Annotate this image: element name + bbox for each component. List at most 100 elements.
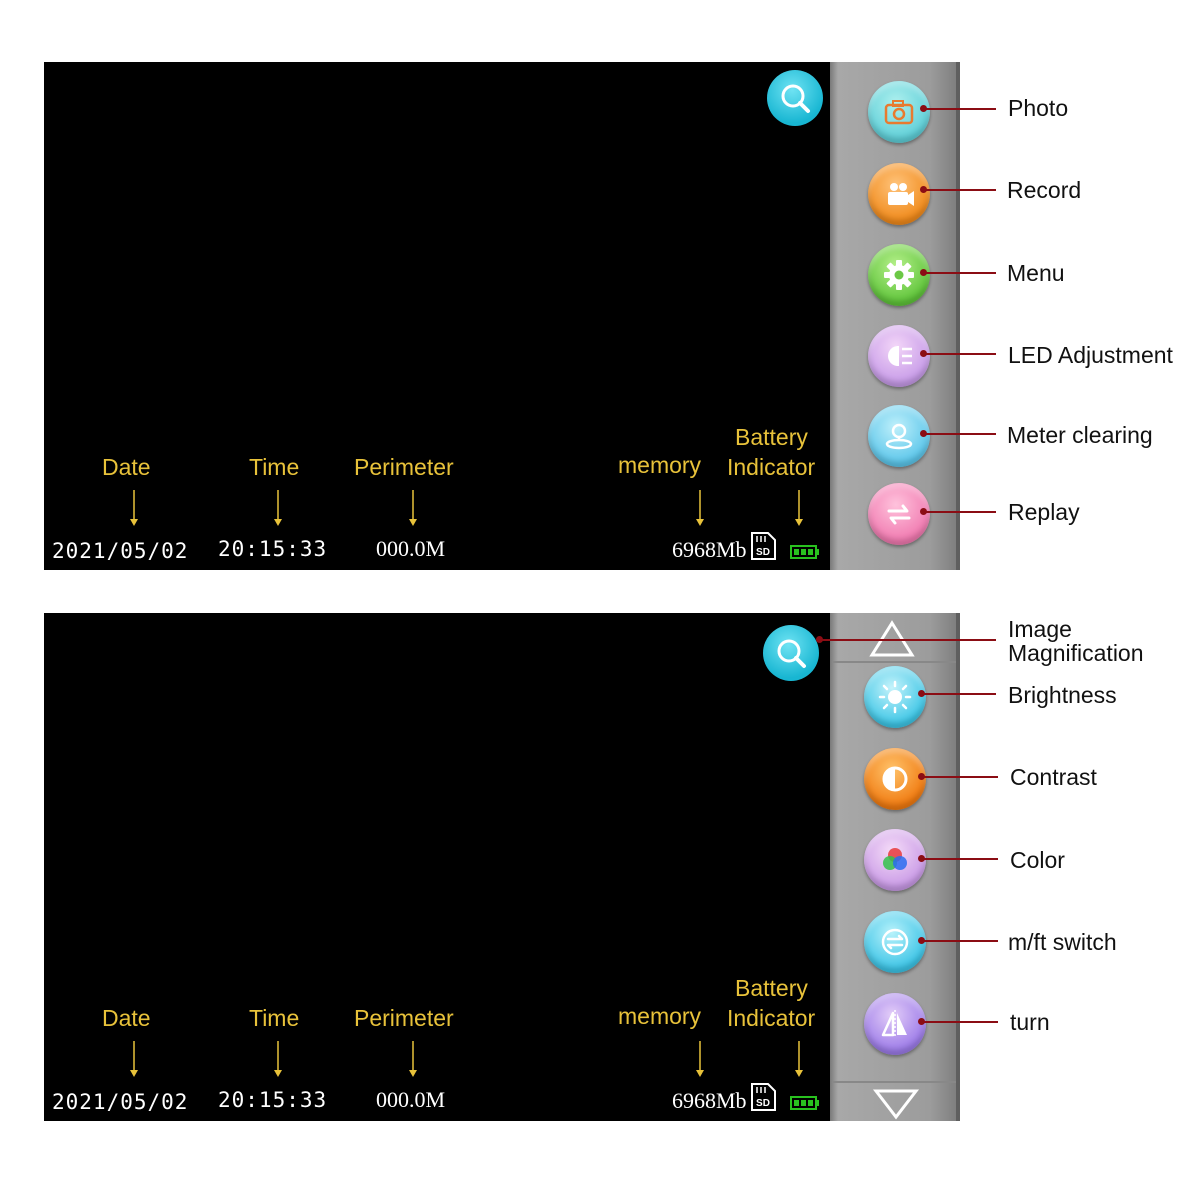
replay-arrows-icon — [887, 504, 911, 525]
unit-switch-icon — [881, 928, 909, 956]
callout-menu: Menu — [1007, 260, 1065, 286]
divider — [832, 661, 956, 663]
callout-dot — [920, 350, 927, 357]
osd-label-date: Date — [102, 454, 151, 480]
led-adjustment-button[interactable] — [868, 325, 930, 387]
meter-clearing-button[interactable] — [868, 405, 930, 467]
callout-line — [924, 433, 996, 435]
contrast-icon — [882, 766, 908, 792]
callout-meter-clearing: Meter clearing — [1007, 422, 1153, 448]
arrow-down-icon — [130, 1041, 138, 1077]
camera-icon — [884, 100, 914, 125]
callout-record: Record — [1007, 177, 1082, 203]
osd-label-indicator: Indicator — [727, 454, 816, 480]
osd-label-time: Time — [249, 1005, 300, 1031]
gear-icon — [884, 260, 914, 290]
arrow-down-icon — [409, 490, 417, 526]
status-time: 20:15:33 — [218, 1088, 328, 1112]
divider — [832, 1081, 956, 1083]
callout-dot — [920, 269, 927, 276]
screen-panel-main: Photo Record Menu LED Adjustment Meter c… — [0, 62, 1200, 572]
callout-led-adjustment: LED Adjustment — [1008, 342, 1173, 368]
osd-label-perimeter: Perimeter — [354, 454, 454, 480]
callout-line — [820, 639, 996, 641]
brightness-sun-icon — [878, 680, 912, 714]
menu-button[interactable] — [868, 244, 930, 306]
callout-contrast: Contrast — [1010, 764, 1097, 790]
status-memory: 6968Mb — [672, 537, 747, 562]
magnify-button[interactable] — [763, 625, 819, 681]
callout-brightness: Brightness — [1008, 682, 1117, 708]
callout-line — [924, 353, 996, 355]
sd-card-icon: SD — [751, 1083, 776, 1111]
sd-card-icon: SD — [751, 532, 776, 560]
osd-label-time: Time — [249, 454, 300, 480]
osd-label-battery: Battery — [735, 975, 808, 1001]
arrow-down-icon — [130, 490, 138, 526]
color-circles-icon — [883, 848, 907, 870]
unit-switch-button[interactable] — [864, 911, 926, 973]
meter-reset-icon — [885, 423, 913, 450]
status-perimeter: 000.0M — [376, 1087, 446, 1112]
callout-line — [922, 1021, 998, 1023]
replay-button[interactable] — [868, 483, 930, 545]
osd-label-date: Date — [102, 1005, 151, 1031]
callout-photo: Photo — [1008, 95, 1069, 121]
callout-line — [922, 940, 998, 942]
arrow-down-icon — [274, 1041, 282, 1077]
camera-view — [44, 613, 830, 1121]
status-memory: 6968Mb — [672, 1088, 747, 1113]
sd-card-label: SD — [756, 1098, 770, 1109]
sd-card-label: SD — [756, 547, 770, 558]
callout-line — [924, 511, 996, 513]
osd-label-memory: memory — [618, 1003, 702, 1029]
status-date: 2021/05/02 — [52, 539, 189, 563]
callout-dot — [918, 773, 925, 780]
magnify-button[interactable] — [767, 70, 823, 126]
brightness-button[interactable] — [864, 666, 926, 728]
arrow-down-icon — [274, 490, 282, 526]
status-time: 20:15:33 — [218, 537, 328, 561]
osd-label-memory: memory — [618, 452, 702, 478]
callout-dot — [918, 855, 925, 862]
battery-icon — [790, 545, 819, 559]
callout-dot — [920, 105, 927, 112]
scroll-down-icon[interactable] — [872, 1087, 920, 1121]
callout-dot — [920, 430, 927, 437]
callout-turn: turn — [1010, 1009, 1050, 1035]
callout-image-magnification-2: Magnification — [1008, 640, 1144, 666]
callout-dot — [918, 1018, 925, 1025]
turn-button[interactable] — [864, 993, 926, 1055]
color-button[interactable] — [864, 829, 926, 891]
callout-m-ft-switch: m/ft switch — [1008, 929, 1117, 955]
osd-label-indicator: Indicator — [727, 1005, 816, 1031]
callout-image-magnification-1: Image — [1008, 616, 1072, 642]
video-camera-icon — [888, 183, 914, 206]
callout-dot — [920, 508, 927, 515]
photo-button[interactable] — [868, 81, 930, 143]
callout-line — [924, 189, 996, 191]
osd-label-battery: Battery — [735, 424, 808, 450]
callout-color: Color — [1010, 847, 1065, 873]
callout-replay: Replay — [1008, 499, 1080, 525]
magnifier-icon — [777, 639, 806, 668]
contrast-button[interactable] — [864, 748, 926, 810]
status-date: 2021/05/02 — [52, 1090, 189, 1114]
callout-dot — [918, 690, 925, 697]
callout-line — [924, 272, 996, 274]
arrow-down-icon — [795, 1041, 803, 1077]
callout-dot — [816, 636, 823, 643]
led-headlight-icon — [888, 346, 912, 366]
arrow-down-icon — [696, 1041, 704, 1077]
flip-turn-icon — [881, 1010, 907, 1038]
osd-label-perimeter: Perimeter — [354, 1005, 454, 1031]
arrow-down-icon — [795, 490, 803, 526]
callout-dot — [920, 186, 927, 193]
status-perimeter: 000.0M — [376, 536, 446, 561]
camera-view — [44, 62, 830, 570]
callout-line — [922, 776, 998, 778]
callout-line — [922, 693, 996, 695]
record-button[interactable] — [868, 163, 930, 225]
arrow-down-icon — [409, 1041, 417, 1077]
battery-icon — [790, 1096, 819, 1110]
